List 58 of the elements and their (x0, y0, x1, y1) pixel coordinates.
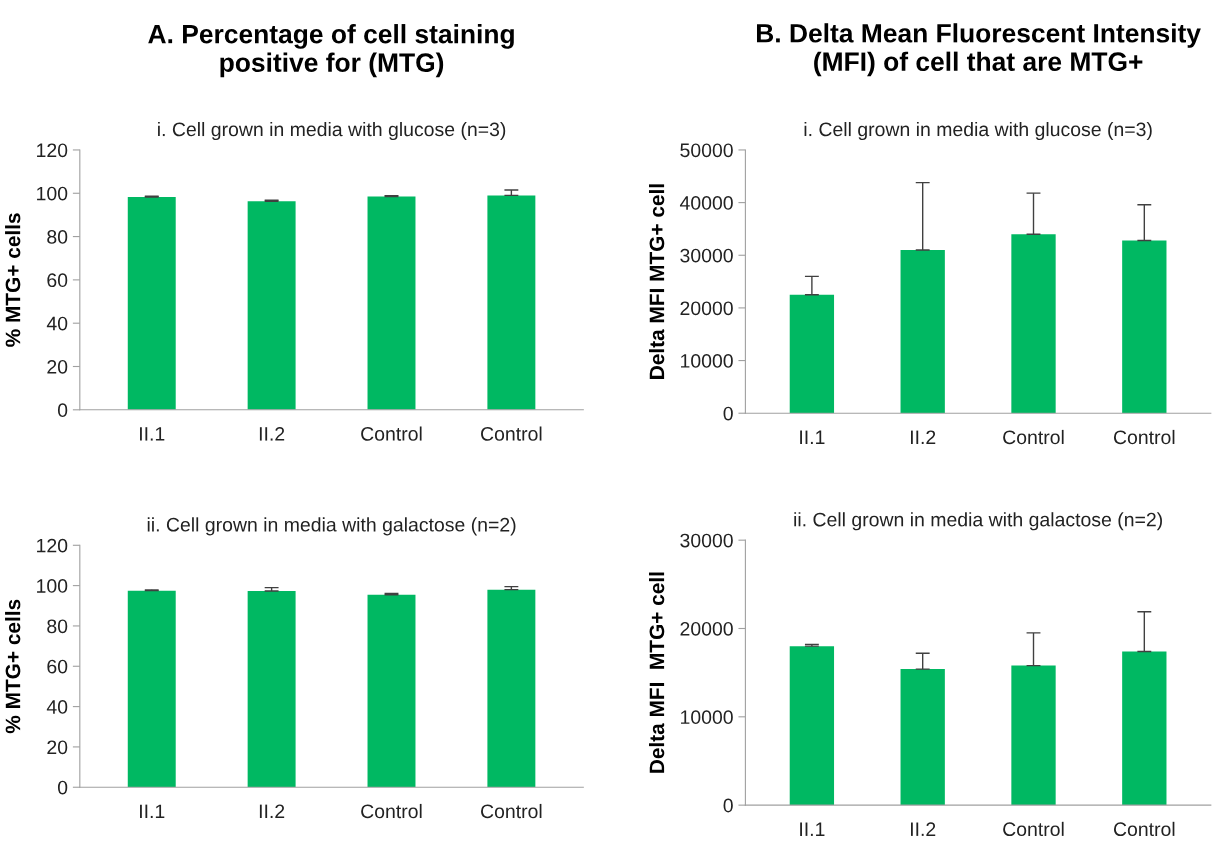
chart-subtitle: i. Cell grown in media with glucose (n=3) (804, 121, 1152, 141)
y-tick-label: 30000 (680, 248, 733, 263)
y-tick-label: 20000 (680, 621, 733, 636)
x-tick-label: Control (1003, 429, 1064, 445)
x-tick-label: II.2 (910, 822, 936, 836)
chart-title: A. Percentage of cell staining positive for (MTG) (148, 24, 514, 78)
y-tick-label: 10000 (681, 354, 733, 368)
y-tick-label: 0 (57, 780, 68, 795)
y-tick-label: 100 (37, 579, 68, 593)
y-axis-title: Delta MFI MTG+ cell (648, 184, 665, 379)
x-tick-label: II.1 (800, 430, 825, 444)
chart-subtitle: ii. Cell grown in media with galactose (n=2) (794, 512, 1162, 531)
y-tick-label: 20 (47, 359, 68, 374)
y-tick-label: 0 (723, 798, 733, 813)
x-tick-label: II.2 (259, 804, 285, 819)
bar (1122, 651, 1167, 806)
chart-subtitle: ii. Cell grown in media with galactose (n=2) (147, 517, 516, 536)
bar (900, 249, 945, 414)
y-axis-title: % MTG+ cells (5, 599, 21, 734)
x-tick-label: Control (361, 426, 422, 441)
y-tick-label: 40 (46, 316, 68, 331)
y-tick-label: 60 (47, 659, 68, 674)
y-tick-label: 40000 (679, 196, 733, 210)
x-tick-label: II.1 (800, 822, 825, 836)
x-tick-label: II.2 (910, 430, 936, 444)
bar (1011, 665, 1056, 806)
y-tick-label: 40 (46, 700, 68, 714)
x-tick-label: Control (1113, 429, 1175, 445)
y-tick-label: 80 (47, 619, 68, 634)
bar (789, 646, 835, 806)
x-tick-label: II.1 (140, 804, 165, 819)
y-tick-label: 120 (37, 538, 68, 553)
y-axis-title: Delta MFI MTG+ cell (648, 572, 665, 773)
y-tick-label: 60 (47, 273, 68, 288)
y-tick-label: 10000 (681, 710, 733, 725)
y-axis-title: % MTG+ cells (5, 213, 21, 347)
y-tick-label: 20 (47, 740, 68, 755)
chart-title: B. Delta Mean Fluorescent Intensity (MFI) of cell that are MTG+ (757, 23, 1201, 77)
y-tick-label: 100 (37, 186, 68, 201)
bar (900, 669, 945, 806)
y-tick-label: 80 (47, 230, 68, 244)
x-tick-label: Control (481, 426, 542, 441)
x-tick-label: Control (1113, 821, 1175, 837)
x-tick-label: Control (1003, 821, 1064, 837)
x-tick-label: II.2 (259, 426, 285, 441)
x-tick-label: Control (361, 803, 422, 819)
bar (1011, 234, 1056, 414)
y-tick-label: 50000 (680, 143, 733, 158)
y-tick-label: 20000 (680, 301, 733, 316)
x-tick-label: II.1 (140, 427, 165, 441)
y-tick-label: 30000 (680, 533, 733, 548)
y-tick-label: 120 (37, 143, 68, 158)
y-tick-label: 0 (723, 406, 733, 421)
chart-subtitle: i. Cell grown in media with glucose (n=3) (158, 121, 506, 141)
bar (1122, 240, 1167, 414)
y-tick-label: 0 (57, 403, 68, 418)
bar (789, 294, 835, 414)
x-tick-label: Control (481, 803, 542, 819)
